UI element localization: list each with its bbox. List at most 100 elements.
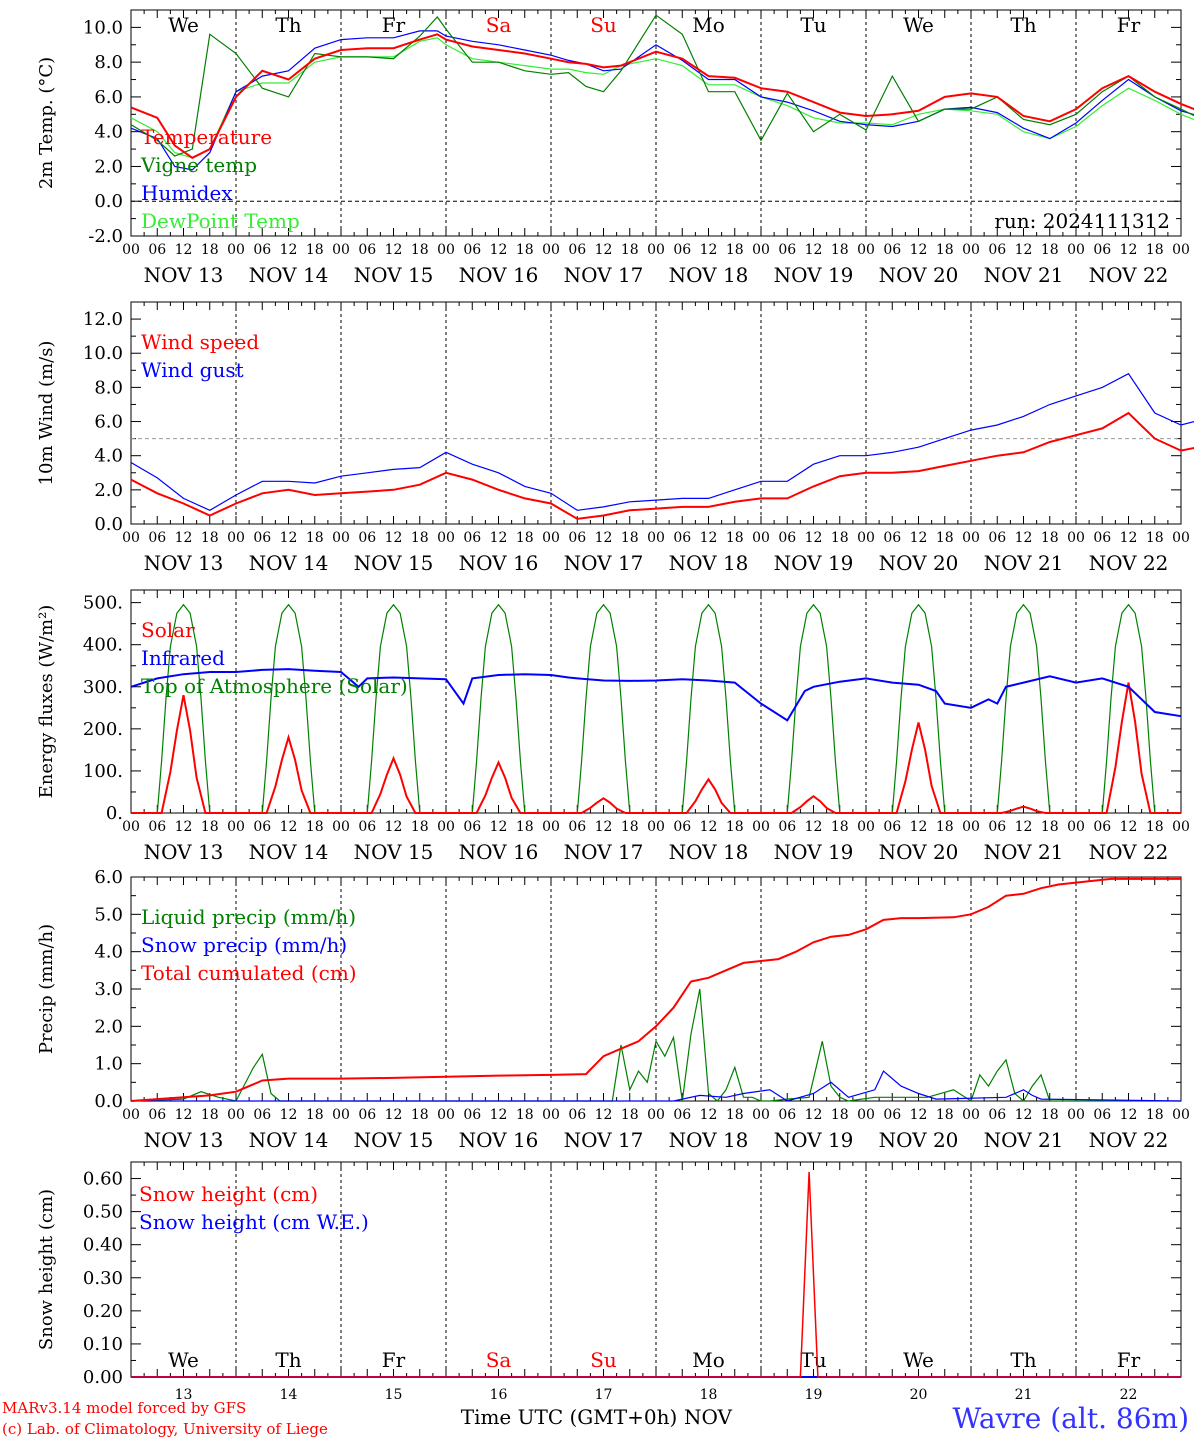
- date-label: NOV 17: [564, 551, 644, 575]
- date-label: NOV 16: [459, 1128, 539, 1152]
- panel-5: 0.00 0.10 0.20 0.30 0.40 0.50 0.60 Snow height …: [36, 1161, 1182, 1403]
- weekday-label: Fr: [382, 1348, 406, 1372]
- y-tick-label: 500.: [83, 593, 123, 614]
- hour-tick-label: 00: [1067, 242, 1085, 258]
- weekday-label: Mo: [692, 1348, 725, 1372]
- hour-tick-label: 06: [1093, 819, 1111, 835]
- hour-tick-label: 00: [1172, 1107, 1190, 1123]
- legend-solar: Solar: [141, 618, 195, 642]
- hour-tick-label: 12: [175, 242, 193, 258]
- hour-tick-label: 18: [306, 530, 324, 546]
- date-label: NOV 14: [249, 551, 329, 575]
- weekday-label: Tu: [800, 1348, 826, 1372]
- hour-tick-label: 00: [962, 242, 980, 258]
- footer: MARv3.14 model forced by GFS (c) Lab. of …: [2, 1399, 1189, 1438]
- hour-tick-label: 06: [883, 1107, 901, 1123]
- y-axis-label: Energy fluxes (W/m²): [36, 605, 57, 799]
- hour-tick-label: 00: [647, 242, 665, 258]
- hour-tick-label: 12: [175, 530, 193, 546]
- hour-tick-label: 00: [857, 242, 875, 258]
- y-tick-label: 8.0: [94, 52, 123, 73]
- series-vigne-temp: [130, 14, 1194, 157]
- hour-tick-label: 18: [411, 242, 429, 258]
- hour-tick-label: 00: [1067, 530, 1085, 546]
- legend-humidex: Humidex: [141, 181, 233, 205]
- series-dewpoint-temp: [130, 37, 1194, 159]
- hour-tick-label: 06: [778, 242, 796, 258]
- legend-wind-gust: Wind gust: [141, 358, 244, 382]
- hour-tick-label: 18: [621, 819, 639, 835]
- date-label: NOV 18: [669, 1128, 749, 1152]
- date-label: NOV 22: [1089, 551, 1169, 575]
- hour-tick-label: 06: [358, 819, 376, 835]
- hour-tick-label: 00: [227, 242, 245, 258]
- hour-tick-label: 00: [1067, 819, 1085, 835]
- panel-1: -2.0 0.0 2.0 4.0 6.0 8.0 10.0 2m Temp. (°C) 00 06…: [36, 9, 1194, 287]
- date-label: NOV 19: [774, 1128, 854, 1152]
- hour-tick-label: 00: [542, 530, 560, 546]
- y-tick-label: 0.0: [94, 191, 123, 212]
- hour-tick-label: 18: [516, 819, 534, 835]
- legend-infrared: Infrared: [141, 646, 225, 670]
- date-label: NOV 13: [144, 263, 224, 287]
- hour-tick-label: 18: [936, 819, 954, 835]
- y-tick-label: 6.0: [94, 867, 123, 888]
- date-label: NOV 16: [459, 840, 539, 864]
- date-label: NOV 16: [459, 551, 539, 575]
- y-axis-label: 10m Wind (m/s): [36, 341, 57, 486]
- hour-tick-label: 18: [306, 1107, 324, 1123]
- hour-tick-label: 18: [936, 1107, 954, 1123]
- hour-tick-label: 18: [1041, 819, 1059, 835]
- hour-tick-label: 06: [253, 530, 271, 546]
- date-label: NOV 19: [774, 551, 854, 575]
- hour-tick-label: 18: [1041, 1107, 1059, 1123]
- hour-tick-label: 06: [148, 242, 166, 258]
- station-label: Wavre (alt. 86m): [953, 1402, 1189, 1435]
- y-tick-label: 4.0: [94, 942, 123, 963]
- hour-tick-label: 00: [962, 1107, 980, 1123]
- legend-snow-height-cm-w-e: Snow height (cm W.E.): [139, 1210, 369, 1234]
- legend-temperature: Temperature: [141, 125, 272, 149]
- hour-tick-label: 12: [280, 242, 298, 258]
- y-tick-label: 400.: [83, 635, 123, 656]
- date-label: NOV 15: [354, 840, 434, 864]
- hour-tick-label: 00: [1172, 530, 1190, 546]
- model-credit: MARv3.14 model forced by GFS: [2, 1399, 246, 1417]
- date-label: NOV 20: [879, 551, 959, 575]
- series-humidex: [130, 30, 1194, 171]
- hour-tick-label: 12: [280, 530, 298, 546]
- day-number-label: 14: [280, 1387, 298, 1403]
- hour-tick-label: 00: [332, 819, 350, 835]
- hour-tick-label: 12: [910, 819, 928, 835]
- hour-tick-label: 06: [358, 1107, 376, 1123]
- hour-tick-label: 06: [463, 1107, 481, 1123]
- legend-snow-height-cm: Snow height (cm): [139, 1182, 318, 1206]
- hour-tick-label: 06: [568, 530, 586, 546]
- weekday-label: Th: [275, 13, 301, 37]
- y-tick-label: 0.50: [83, 1202, 123, 1223]
- legend-snow-precip-mm-h: Snow precip (mm/h): [141, 933, 347, 957]
- weekday-label: Mo: [692, 13, 725, 37]
- y-tick-label: 2.0: [94, 156, 123, 177]
- hour-tick-label: 06: [778, 530, 796, 546]
- y-tick-label: 6.0: [94, 87, 123, 108]
- hour-tick-label: 00: [647, 530, 665, 546]
- hour-tick-label: 12: [595, 530, 613, 546]
- hour-tick-label: 06: [1093, 242, 1111, 258]
- hour-tick-label: 00: [1172, 242, 1190, 258]
- hour-tick-label: 12: [1015, 530, 1033, 546]
- y-tick-label: 0.20: [83, 1301, 123, 1322]
- y-tick-label: 2.0: [94, 480, 123, 501]
- hour-tick-label: 00: [962, 530, 980, 546]
- hour-tick-label: 12: [700, 819, 718, 835]
- hour-tick-label: 18: [831, 242, 849, 258]
- hour-tick-label: 12: [805, 242, 823, 258]
- date-label: NOV 22: [1089, 840, 1169, 864]
- hour-tick-label: 06: [883, 530, 901, 546]
- y-axis-label: 2m Temp. (°C): [36, 57, 57, 189]
- day-number-label: 13: [175, 1387, 193, 1403]
- hour-tick-label: 18: [726, 1107, 744, 1123]
- hour-tick-label: 12: [1120, 242, 1138, 258]
- hour-tick-label: 00: [122, 819, 140, 835]
